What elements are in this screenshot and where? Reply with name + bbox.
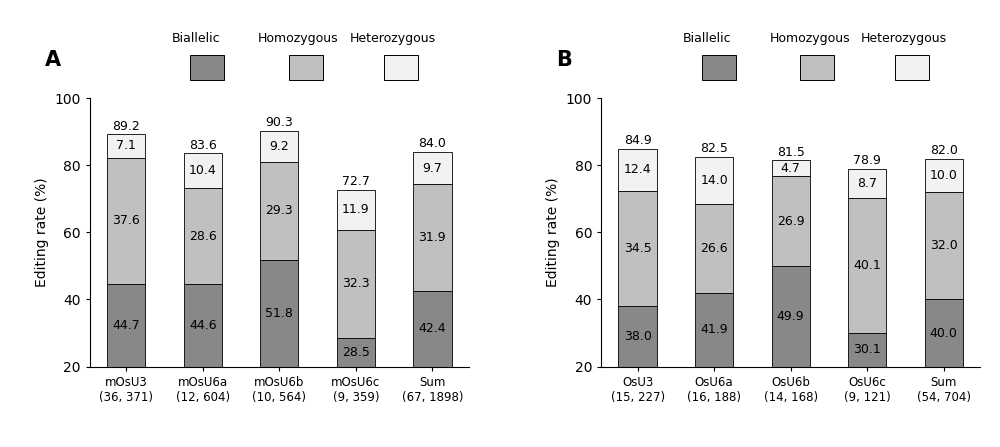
Bar — [184, 188, 222, 284]
Text: Biallelic: Biallelic — [683, 32, 732, 45]
Text: 8.7: 8.7 — [857, 177, 877, 190]
Text: 90.3: 90.3 — [265, 116, 293, 129]
Bar — [260, 131, 298, 162]
Text: 14.0: 14.0 — [700, 174, 728, 187]
Text: 4.7: 4.7 — [781, 162, 801, 175]
Text: 84.0: 84.0 — [418, 137, 446, 150]
Text: 12.4: 12.4 — [624, 163, 651, 176]
Text: 81.5: 81.5 — [777, 146, 805, 159]
Text: 89.2: 89.2 — [112, 120, 140, 133]
Bar — [618, 190, 657, 306]
Bar — [695, 293, 733, 367]
Bar — [925, 159, 963, 192]
Bar — [107, 284, 145, 367]
FancyBboxPatch shape — [895, 55, 929, 80]
Text: 41.9: 41.9 — [700, 323, 728, 336]
Bar — [260, 162, 298, 260]
Text: A: A — [45, 50, 61, 70]
Text: 9.7: 9.7 — [422, 162, 442, 175]
Bar — [848, 198, 886, 333]
Bar — [184, 284, 222, 367]
Text: 40.0: 40.0 — [930, 326, 958, 340]
Text: 10.0: 10.0 — [930, 169, 958, 182]
Bar — [260, 260, 298, 367]
Text: 28.5: 28.5 — [342, 346, 370, 359]
Text: 31.9: 31.9 — [419, 232, 446, 245]
Text: 84.9: 84.9 — [624, 134, 651, 147]
Bar — [848, 169, 886, 198]
Bar — [772, 176, 810, 266]
Bar — [337, 338, 375, 367]
Bar — [618, 149, 657, 190]
FancyBboxPatch shape — [702, 55, 736, 80]
Bar — [337, 190, 375, 230]
Text: 83.6: 83.6 — [189, 139, 217, 152]
Text: 49.9: 49.9 — [777, 310, 804, 323]
Text: 29.3: 29.3 — [266, 204, 293, 217]
Bar — [337, 230, 375, 338]
Bar — [695, 204, 733, 293]
Bar — [695, 157, 733, 204]
FancyBboxPatch shape — [190, 55, 224, 80]
Text: 11.9: 11.9 — [342, 203, 370, 216]
Bar — [107, 158, 145, 284]
Bar — [772, 160, 810, 176]
Text: 9.2: 9.2 — [269, 140, 289, 153]
Bar — [107, 134, 145, 158]
Bar — [413, 291, 452, 367]
Text: Homozygous: Homozygous — [769, 32, 850, 45]
FancyBboxPatch shape — [289, 55, 323, 80]
Text: Heterozygous: Heterozygous — [861, 32, 947, 45]
Text: 82.5: 82.5 — [700, 142, 728, 155]
Bar — [413, 152, 452, 185]
Text: 78.9: 78.9 — [853, 154, 881, 167]
Text: 30.1: 30.1 — [853, 343, 881, 356]
FancyBboxPatch shape — [800, 55, 834, 80]
Text: 26.6: 26.6 — [700, 242, 728, 255]
Text: 38.0: 38.0 — [624, 330, 652, 343]
Text: 40.1: 40.1 — [853, 259, 881, 272]
Text: Heterozygous: Heterozygous — [350, 32, 436, 45]
Text: 82.0: 82.0 — [930, 144, 958, 157]
Bar — [772, 266, 810, 367]
Y-axis label: Editing rate (%): Editing rate (%) — [35, 177, 49, 287]
Text: 34.5: 34.5 — [624, 242, 651, 255]
Text: 10.4: 10.4 — [189, 164, 217, 177]
Text: Biallelic: Biallelic — [172, 32, 220, 45]
Text: 44.6: 44.6 — [189, 319, 217, 332]
Text: 42.4: 42.4 — [419, 322, 446, 336]
Text: 44.7: 44.7 — [112, 319, 140, 332]
Bar — [618, 306, 657, 367]
Bar — [413, 185, 452, 291]
Text: Homozygous: Homozygous — [258, 32, 339, 45]
Text: 72.7: 72.7 — [342, 175, 370, 188]
Bar — [925, 192, 963, 299]
Text: 7.1: 7.1 — [116, 139, 136, 152]
Bar — [184, 153, 222, 188]
Text: 51.8: 51.8 — [265, 307, 293, 320]
Text: B: B — [556, 50, 572, 70]
Text: 28.6: 28.6 — [189, 230, 217, 243]
Text: 32.0: 32.0 — [930, 239, 958, 253]
Text: 26.9: 26.9 — [777, 215, 804, 228]
Text: 32.3: 32.3 — [342, 278, 370, 291]
FancyBboxPatch shape — [384, 55, 418, 80]
Bar — [925, 299, 963, 367]
Text: 37.6: 37.6 — [112, 214, 140, 227]
Y-axis label: Editing rate (%): Editing rate (%) — [546, 177, 560, 287]
Bar — [848, 333, 886, 367]
